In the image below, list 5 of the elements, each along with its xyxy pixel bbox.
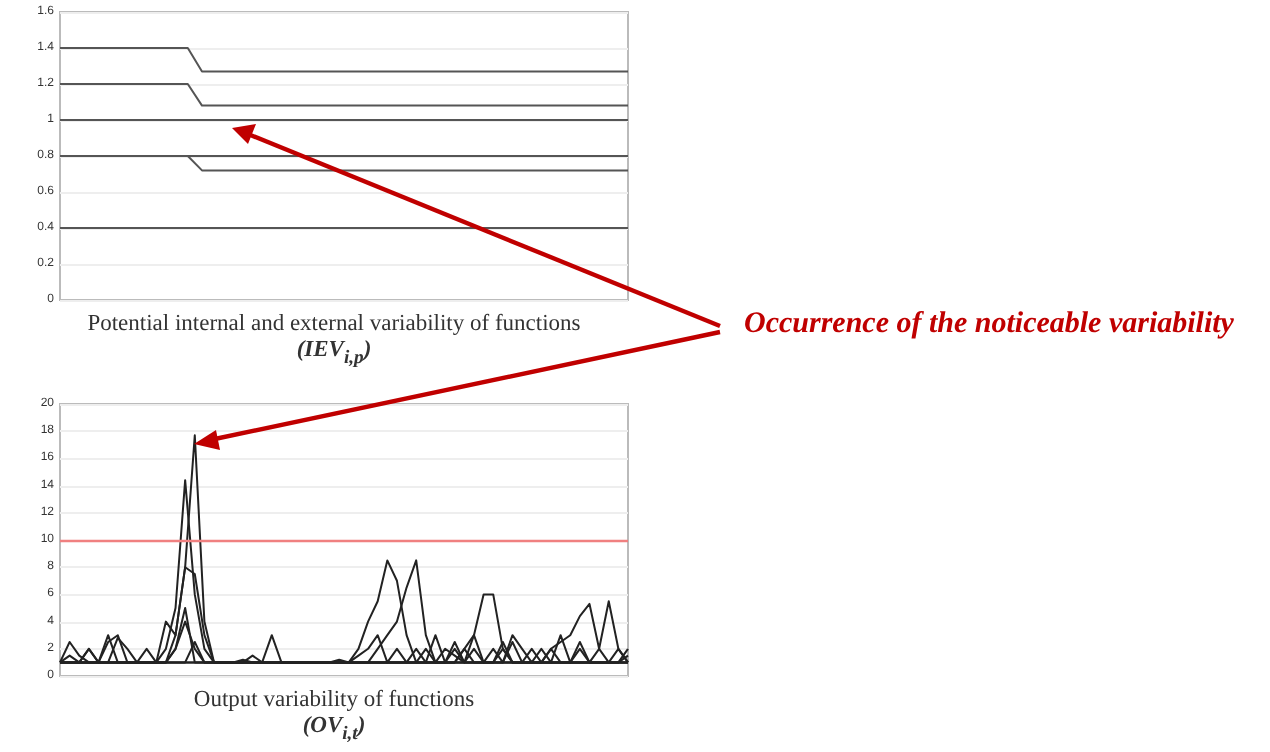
text: Potential internal and external variability of functions — [85, 312, 583, 338]
text: (IEV$_{i,p}$) — [294, 338, 374, 371]
text: Output variability of functions — [191, 688, 477, 714]
text: (OV$_{i,t}$) — [300, 714, 368, 747]
text: Occurrence of the noticeable variability — [744, 308, 1234, 342]
